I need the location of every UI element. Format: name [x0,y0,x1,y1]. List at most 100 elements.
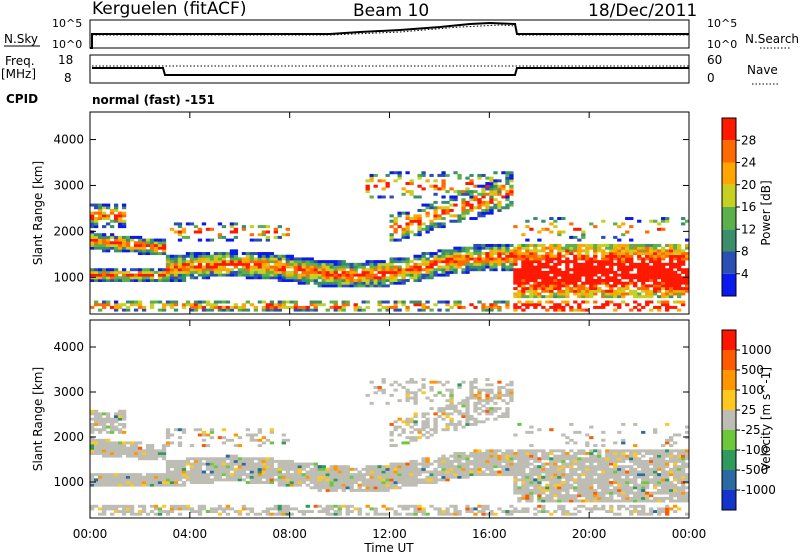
range-cell [397,383,402,387]
nsearch-label: N.Search [745,32,799,46]
range-cell [237,470,243,474]
range-cell [441,454,446,458]
range-cell [473,465,478,469]
range-cell [149,278,155,282]
range-cell [341,270,346,274]
range-cell [217,235,223,239]
range-cell [449,417,454,421]
range-cell [221,428,227,432]
range-cell [93,233,99,237]
range-cell [297,470,302,474]
range-cell [90,268,95,272]
range-cell [337,278,342,282]
range-cell [465,182,470,186]
range-cell [413,219,418,223]
range-cell [653,481,658,484]
range-cell [481,246,486,250]
range-cell [605,465,610,469]
range-cell [629,268,634,272]
range-cell [469,203,474,207]
range-cell [177,462,183,466]
range-cell [645,467,650,471]
range-cell [661,457,666,461]
range-cell [625,260,630,264]
range-cell [265,457,270,461]
range-cell [661,491,666,495]
range-cell [445,467,450,471]
range-cell [513,470,518,474]
range-cell [557,488,562,492]
range-cell [161,238,167,242]
range-cell [269,303,274,307]
range-cell [185,462,191,466]
range-cell [469,393,474,397]
range-cell [585,499,590,503]
range-cell [597,268,602,272]
range-cell [521,273,526,277]
range-cell [553,478,558,482]
range-cell [493,206,498,210]
range-cell [121,222,127,226]
range-cell [241,268,247,272]
range-cell [417,504,422,508]
range-cell [141,457,147,461]
range-cell [633,452,638,455]
range-cell [177,467,183,471]
range-cell [265,459,270,463]
range-cell [581,491,586,495]
range-cell [617,292,622,296]
range-cell [477,470,482,474]
range-cell [501,262,506,266]
range-cell [601,305,606,309]
range-cell [653,491,658,495]
range-cell [541,449,546,453]
range-cell [573,284,578,288]
range-cell [213,470,219,474]
range-cell [381,260,386,264]
range-cell [101,268,107,272]
range-cell [469,417,474,421]
range-cell [577,504,582,508]
range-cell [505,179,510,183]
range-cell [313,273,318,277]
range-cell [101,270,107,274]
range-cell [681,254,686,258]
range-cell [101,412,107,416]
range-cell [193,305,199,309]
range-cell [565,273,570,277]
range-cell [565,257,570,261]
range-cell [645,276,650,280]
range-cell [293,270,298,274]
range-cell [581,270,586,274]
range-cell [541,219,546,223]
range-cell [417,176,422,180]
range-cell [269,265,274,269]
range-cell [265,465,270,469]
range-cell [673,499,678,503]
range-cell [297,478,302,482]
range-cell [517,281,522,285]
range-cell [649,452,654,455]
range-cell [341,467,346,471]
range-cell [529,483,534,487]
range-cell [561,449,566,453]
range-cell [337,512,342,516]
range-cell [533,217,538,221]
range-cell [605,483,610,487]
range-cell [589,278,594,282]
range-cell [605,295,610,299]
range-cell [585,254,590,258]
range-cell [669,444,674,448]
range-cell [345,486,350,490]
range-cell [541,454,546,458]
range-cell [449,249,454,253]
range-cell [129,510,135,514]
range-cell [601,273,606,277]
range-cell [477,396,482,400]
range-cell [585,273,590,277]
range-cell [453,303,458,307]
range-cell [249,467,255,471]
range-cell [661,481,666,484]
range-cell [557,249,562,253]
range-cell [185,300,191,304]
